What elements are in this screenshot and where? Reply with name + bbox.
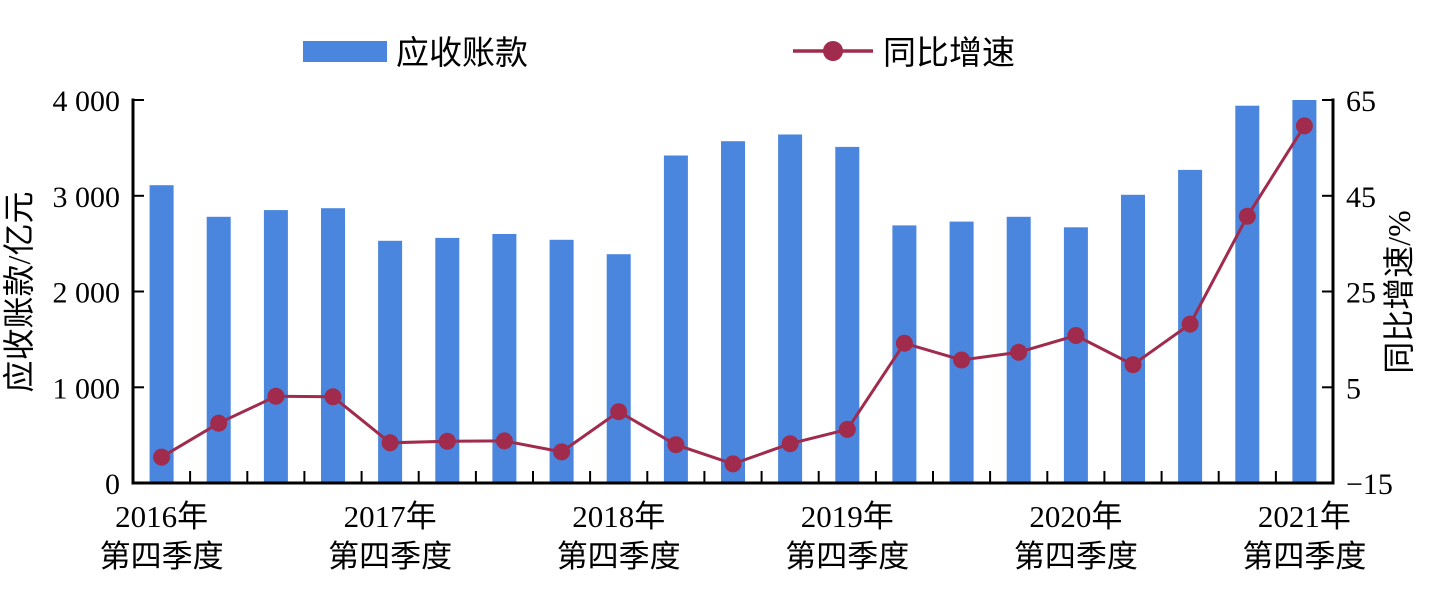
right-axis-tick-label: −15 xyxy=(1346,468,1393,501)
bar xyxy=(206,216,231,484)
bar xyxy=(778,134,803,483)
data-point-marker xyxy=(1181,315,1199,333)
bar xyxy=(663,155,688,483)
data-point-marker xyxy=(1238,207,1256,225)
x-axis-label-year: 2019年 xyxy=(801,499,894,534)
data-point-marker xyxy=(1124,356,1142,374)
data-point-marker xyxy=(895,334,913,352)
right-axis-tick-label: 45 xyxy=(1346,181,1376,214)
data-point-marker xyxy=(724,455,742,473)
x-axis-label-year: 2020年 xyxy=(1029,499,1122,534)
x-axis-label-year: 2016年 xyxy=(115,499,208,534)
bar xyxy=(721,141,745,483)
data-point-marker xyxy=(610,403,628,421)
data-point-marker xyxy=(553,443,571,461)
x-axis-label-year: 2017年 xyxy=(344,499,437,534)
data-point-marker xyxy=(667,436,685,454)
data-point-marker xyxy=(267,387,285,405)
x-axis-label-quarter: 第四季度 xyxy=(557,539,681,574)
data-point-marker xyxy=(153,448,171,466)
right-axis-tick-label: 65 xyxy=(1346,85,1376,118)
bar xyxy=(1063,227,1088,483)
legend-bar-swatch xyxy=(303,41,387,62)
bar xyxy=(549,239,574,483)
data-point-marker xyxy=(953,351,971,369)
data-point-marker xyxy=(495,432,513,450)
data-point-marker xyxy=(781,435,799,453)
x-axis-label-quarter: 第四季度 xyxy=(100,539,224,574)
data-point-marker xyxy=(1067,327,1085,344)
left-axis-tick-label: 4 000 xyxy=(53,85,121,118)
data-point-marker xyxy=(838,420,856,438)
left-axis-tick-label: 1 000 xyxy=(53,372,121,405)
bar xyxy=(1235,105,1260,483)
data-point-marker xyxy=(1010,343,1028,361)
legend-line-label: 同比增速 xyxy=(883,35,1015,72)
right-axis-title: 同比增速/% xyxy=(1381,210,1417,374)
left-axis-title: 应收账款/亿元 xyxy=(1,192,37,393)
bar xyxy=(321,208,345,483)
bar xyxy=(606,254,631,483)
data-point-marker xyxy=(324,388,342,406)
data-point-marker xyxy=(381,434,399,452)
left-axis-tick-label: 3 000 xyxy=(53,181,121,214)
growth-markers xyxy=(153,117,1313,473)
legend: 应收账款 同比增速 xyxy=(303,35,1015,72)
bar xyxy=(1121,194,1145,484)
x-axis-label-year: 2021年 xyxy=(1258,499,1351,534)
x-axis-label-year: 2018年 xyxy=(572,499,665,534)
tick-marks xyxy=(133,99,1333,484)
left-axis-tick-labels: 0 1 000 2 000 3 000 4 000 xyxy=(53,85,121,501)
left-axis-tick-label: 0 xyxy=(105,468,120,501)
bar-series xyxy=(149,100,1317,484)
right-axis-tick-label: 25 xyxy=(1346,277,1376,310)
legend-line-marker-icon xyxy=(823,41,843,61)
right-axis-tick-labels: −15 5 25 45 65 xyxy=(1346,85,1393,501)
data-point-marker xyxy=(210,414,228,432)
x-axis-label-quarter: 第四季度 xyxy=(1014,539,1138,574)
x-axis-label-quarter: 第四季度 xyxy=(328,539,452,574)
legend-bar-label: 应收账款 xyxy=(396,35,528,72)
left-axis-tick-label: 2 000 xyxy=(53,277,121,310)
data-point-marker xyxy=(438,432,456,450)
right-axis-tick-label: 5 xyxy=(1346,372,1361,405)
x-axis-label-quarter: 第四季度 xyxy=(785,539,909,574)
x-axis-label-quarter: 第四季度 xyxy=(1242,539,1366,574)
bar xyxy=(149,185,174,483)
bar xyxy=(263,210,288,483)
bar xyxy=(1292,100,1317,483)
data-point-marker xyxy=(1295,117,1313,135)
